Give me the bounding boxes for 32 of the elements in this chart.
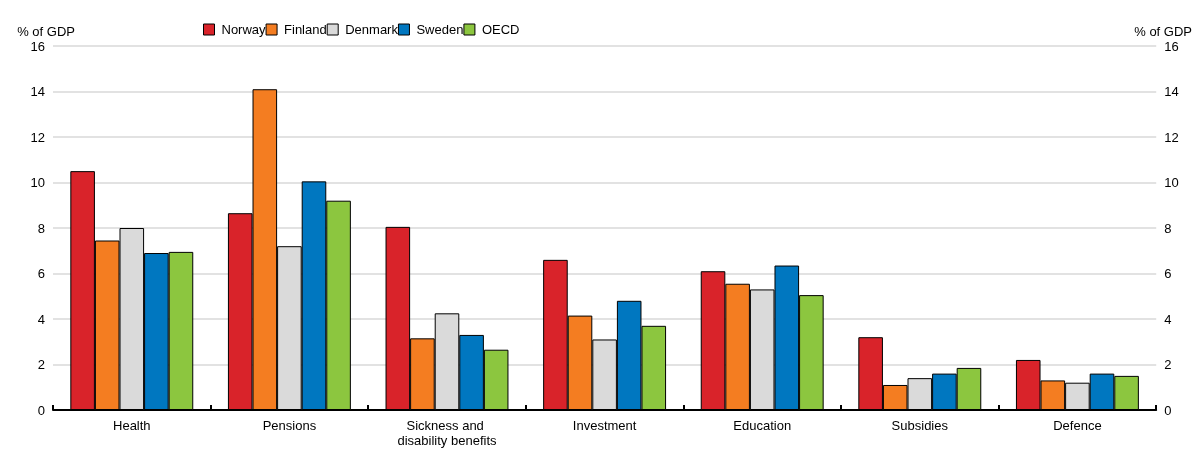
y2-tick-label: 6 [1164,266,1172,281]
y2-axis-title: % of GDP [1134,24,1192,39]
y2-tick-label: 4 [1164,311,1172,327]
legend-label: Finland [284,22,327,37]
legend-label: Denmark [345,22,399,37]
y2-tick-label: 14 [1164,84,1179,99]
x-tick-label: Education [733,418,792,433]
y-tick-label: 12 [30,129,45,145]
y-tick-label: 2 [37,357,45,372]
x-tick-label: Defence [1053,418,1102,433]
y2-tick-label: 16 [1164,38,1179,54]
x-tick-label: Subsidies [891,418,949,433]
y-tick-label: 8 [37,220,45,236]
x-tick-label: Pensions [262,418,317,433]
y2-tick-label: 0 [1164,402,1172,418]
y-tick-label: 16 [30,38,45,54]
x-tick-label: Sickness and disability benefits [397,418,497,448]
legend-label: Norway [221,22,267,37]
x-tick-label: Health [113,418,151,433]
y2-tick-label: 2 [1164,357,1172,372]
x-tick-label: Investment [572,418,637,433]
y-axis-title: % of GDP [17,24,75,39]
y2-tick-label: 12 [1164,129,1179,145]
y-tick-label: 4 [37,311,45,327]
y-tick-label: 10 [30,175,45,190]
y-tick-label: 0 [37,402,45,418]
y-tick-label: 14 [30,84,45,99]
y2-tick-label: 10 [1164,175,1179,190]
legend-label: Sweden [416,22,464,37]
legend-label: OECD [481,22,520,37]
y-tick-label: 6 [37,266,45,281]
y2-tick-label: 8 [1164,220,1172,236]
